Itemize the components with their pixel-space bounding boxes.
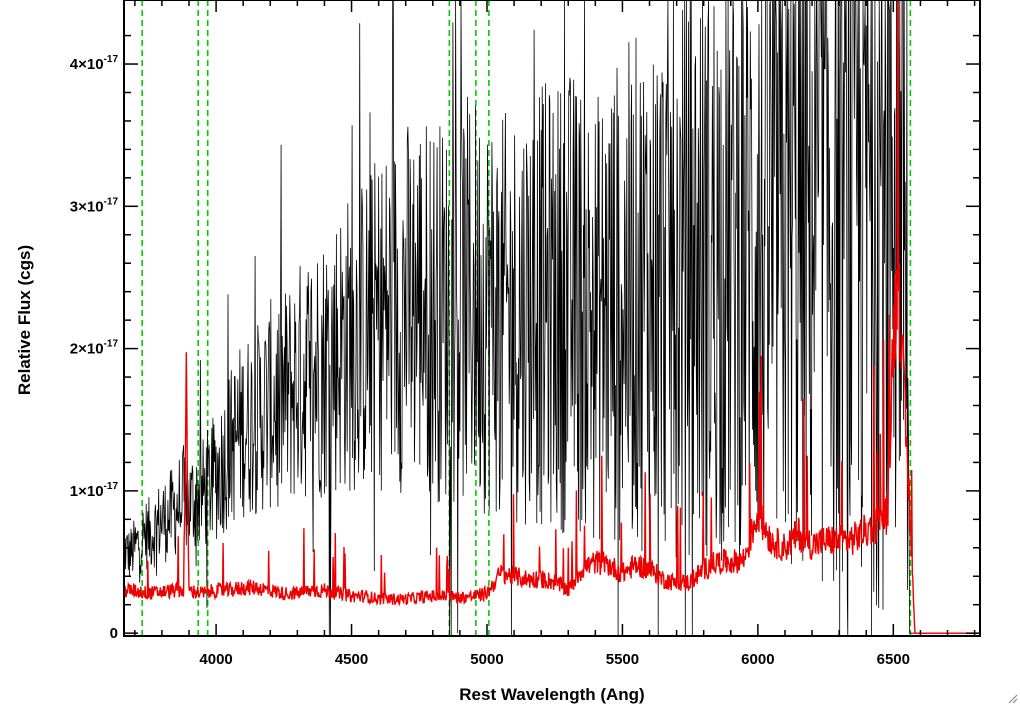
- y-tick-label: 3×10-17: [70, 196, 119, 215]
- y-tick-label: 1×10-17: [70, 481, 119, 500]
- plot-frame: [123, 0, 981, 637]
- error-spectrum-series: [123, 0, 980, 634]
- y-tick-label: 0: [110, 625, 118, 642]
- y-tick-label: 4×10-17: [70, 54, 119, 73]
- x-tick-label: 4500: [335, 651, 368, 668]
- error-spectrum-line: [123, 0, 980, 634]
- observed-spectrum-line: [123, 0, 980, 637]
- resize-grip-icon[interactable]: [1004, 690, 1018, 704]
- x-tick-label: 5000: [470, 651, 503, 668]
- y-tick-label: 2×10-17: [70, 339, 119, 358]
- observed-spectrum-series: [123, 0, 980, 637]
- x-axis-ticks: 4000 4500 5000 5500 6000 6500: [134, 0, 976, 668]
- x-tick-label: 6500: [877, 651, 910, 668]
- x-tick-label: 6000: [741, 651, 774, 668]
- x-tick-label: 5500: [606, 651, 639, 668]
- x-tick-label: 4000: [199, 651, 232, 668]
- y-axis-label: Relative Flux (cgs): [15, 245, 34, 395]
- y-axis-ticks: 0 1×10-17 2×10-17 3×10-17 4×10-17: [70, 34, 980, 642]
- x-axis-label: Rest Wavelength (Ang): [459, 685, 644, 704]
